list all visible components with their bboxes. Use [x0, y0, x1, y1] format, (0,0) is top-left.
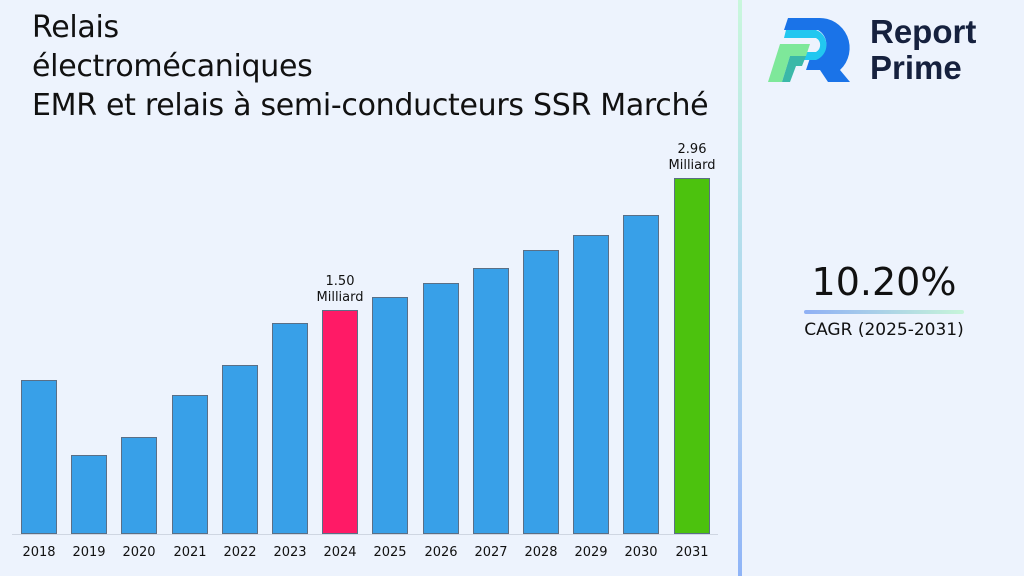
x-axis-baseline: [12, 534, 718, 535]
x-tick-label: 2031: [675, 545, 709, 560]
bar-2025: [372, 297, 408, 534]
chart-title: Relais électromécaniques EMR et relais à…: [32, 8, 709, 125]
x-tick-label: 2028: [524, 545, 558, 560]
x-tick-label: 2026: [424, 545, 458, 560]
x-tick-label: 2022: [223, 545, 257, 560]
data-label-2031: 2.96 Milliard: [668, 142, 716, 173]
bar-2030: [623, 215, 659, 534]
x-tick-label: 2030: [624, 545, 658, 560]
bar-2019: [71, 455, 107, 534]
data-label-2024: 1.50 Milliard: [316, 274, 364, 305]
bar-2028: [523, 250, 559, 534]
logo-text-report: Report: [870, 13, 977, 50]
cagr-panel: 10.20% CAGR (2025-2031): [800, 258, 968, 340]
report-prime-logo: Report Prime: [766, 14, 1006, 90]
bar-2021: [172, 395, 208, 534]
bar-2020: [121, 437, 157, 534]
x-tick-label: 2019: [72, 545, 106, 560]
cagr-value: 10.20%: [811, 260, 957, 304]
bar-2029: [573, 235, 609, 534]
vertical-divider: [738, 0, 742, 576]
x-tick-label: 2020: [122, 545, 156, 560]
title-line-2: électromécaniques: [32, 49, 313, 84]
cagr-label: CAGR (2025-2031): [804, 320, 964, 340]
report-prime-r-logo-icon: [768, 17, 850, 82]
bar-2026: [423, 283, 459, 534]
title-line-3: EMR et relais à semi-conducteurs SSR Mar…: [32, 88, 709, 123]
bar-chart: 2018 2019 2020 2021 2022 2023 2024 1.50 Milliard…: [12, 142, 718, 560]
logo-text-prime: Prime: [870, 49, 962, 86]
cagr-underline: [804, 310, 964, 314]
x-tick-label: 2023: [273, 545, 307, 560]
x-tick-label: 2024: [323, 545, 357, 560]
bar-2022: [222, 365, 258, 534]
bar-2024: [322, 310, 358, 534]
x-tick-label: 2027: [474, 545, 508, 560]
bar-2018: [21, 380, 57, 534]
x-tick-label: 2018: [22, 545, 56, 560]
x-tick-label: 2021: [173, 545, 207, 560]
bar-2027: [473, 268, 509, 534]
bar-2023: [272, 323, 308, 534]
title-line-1: Relais: [32, 10, 119, 45]
x-tick-label: 2025: [373, 545, 407, 560]
logo-text: Report Prime: [870, 14, 976, 86]
bar-2031: [674, 178, 710, 534]
x-tick-label: 2029: [574, 545, 608, 560]
